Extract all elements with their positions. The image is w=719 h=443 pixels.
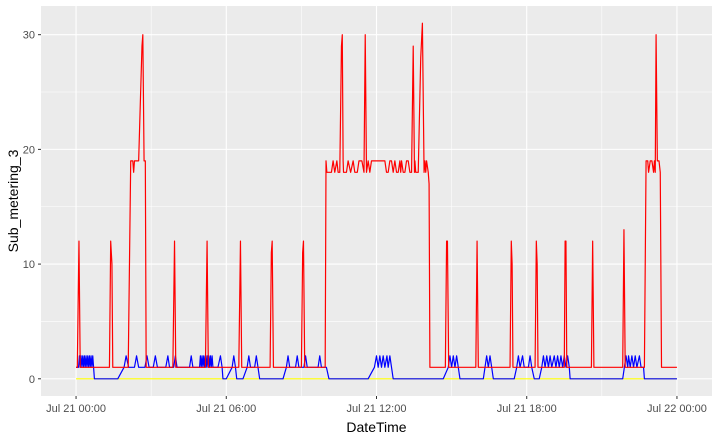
x-tick-label: Jul 21 00:00 bbox=[46, 403, 106, 415]
y-tick-label: 0 bbox=[29, 374, 35, 386]
x-tick-label: Jul 22 00:00 bbox=[647, 403, 707, 415]
series-line-2 bbox=[76, 355, 677, 380]
axes: Jul 21 00:00 Jul 21 06:00 Jul 21 12:00 Jul … bbox=[23, 30, 707, 415]
y-tick-label: 20 bbox=[23, 144, 35, 156]
x-tick-label: Jul 21 18:00 bbox=[497, 403, 557, 415]
series-line-3 bbox=[76, 22, 677, 368]
y-tick-label: 30 bbox=[23, 30, 35, 42]
x-axis-title: DateTime bbox=[346, 419, 406, 435]
y-tick-label: 10 bbox=[23, 259, 35, 271]
grid-lines bbox=[41, 6, 712, 396]
x-tick-label: Jul 21 12:00 bbox=[347, 403, 407, 415]
series-lines bbox=[76, 22, 677, 380]
y-axis-title: Sub_metering_3 bbox=[5, 149, 21, 252]
x-tick-label: Jul 21 06:00 bbox=[196, 403, 256, 415]
